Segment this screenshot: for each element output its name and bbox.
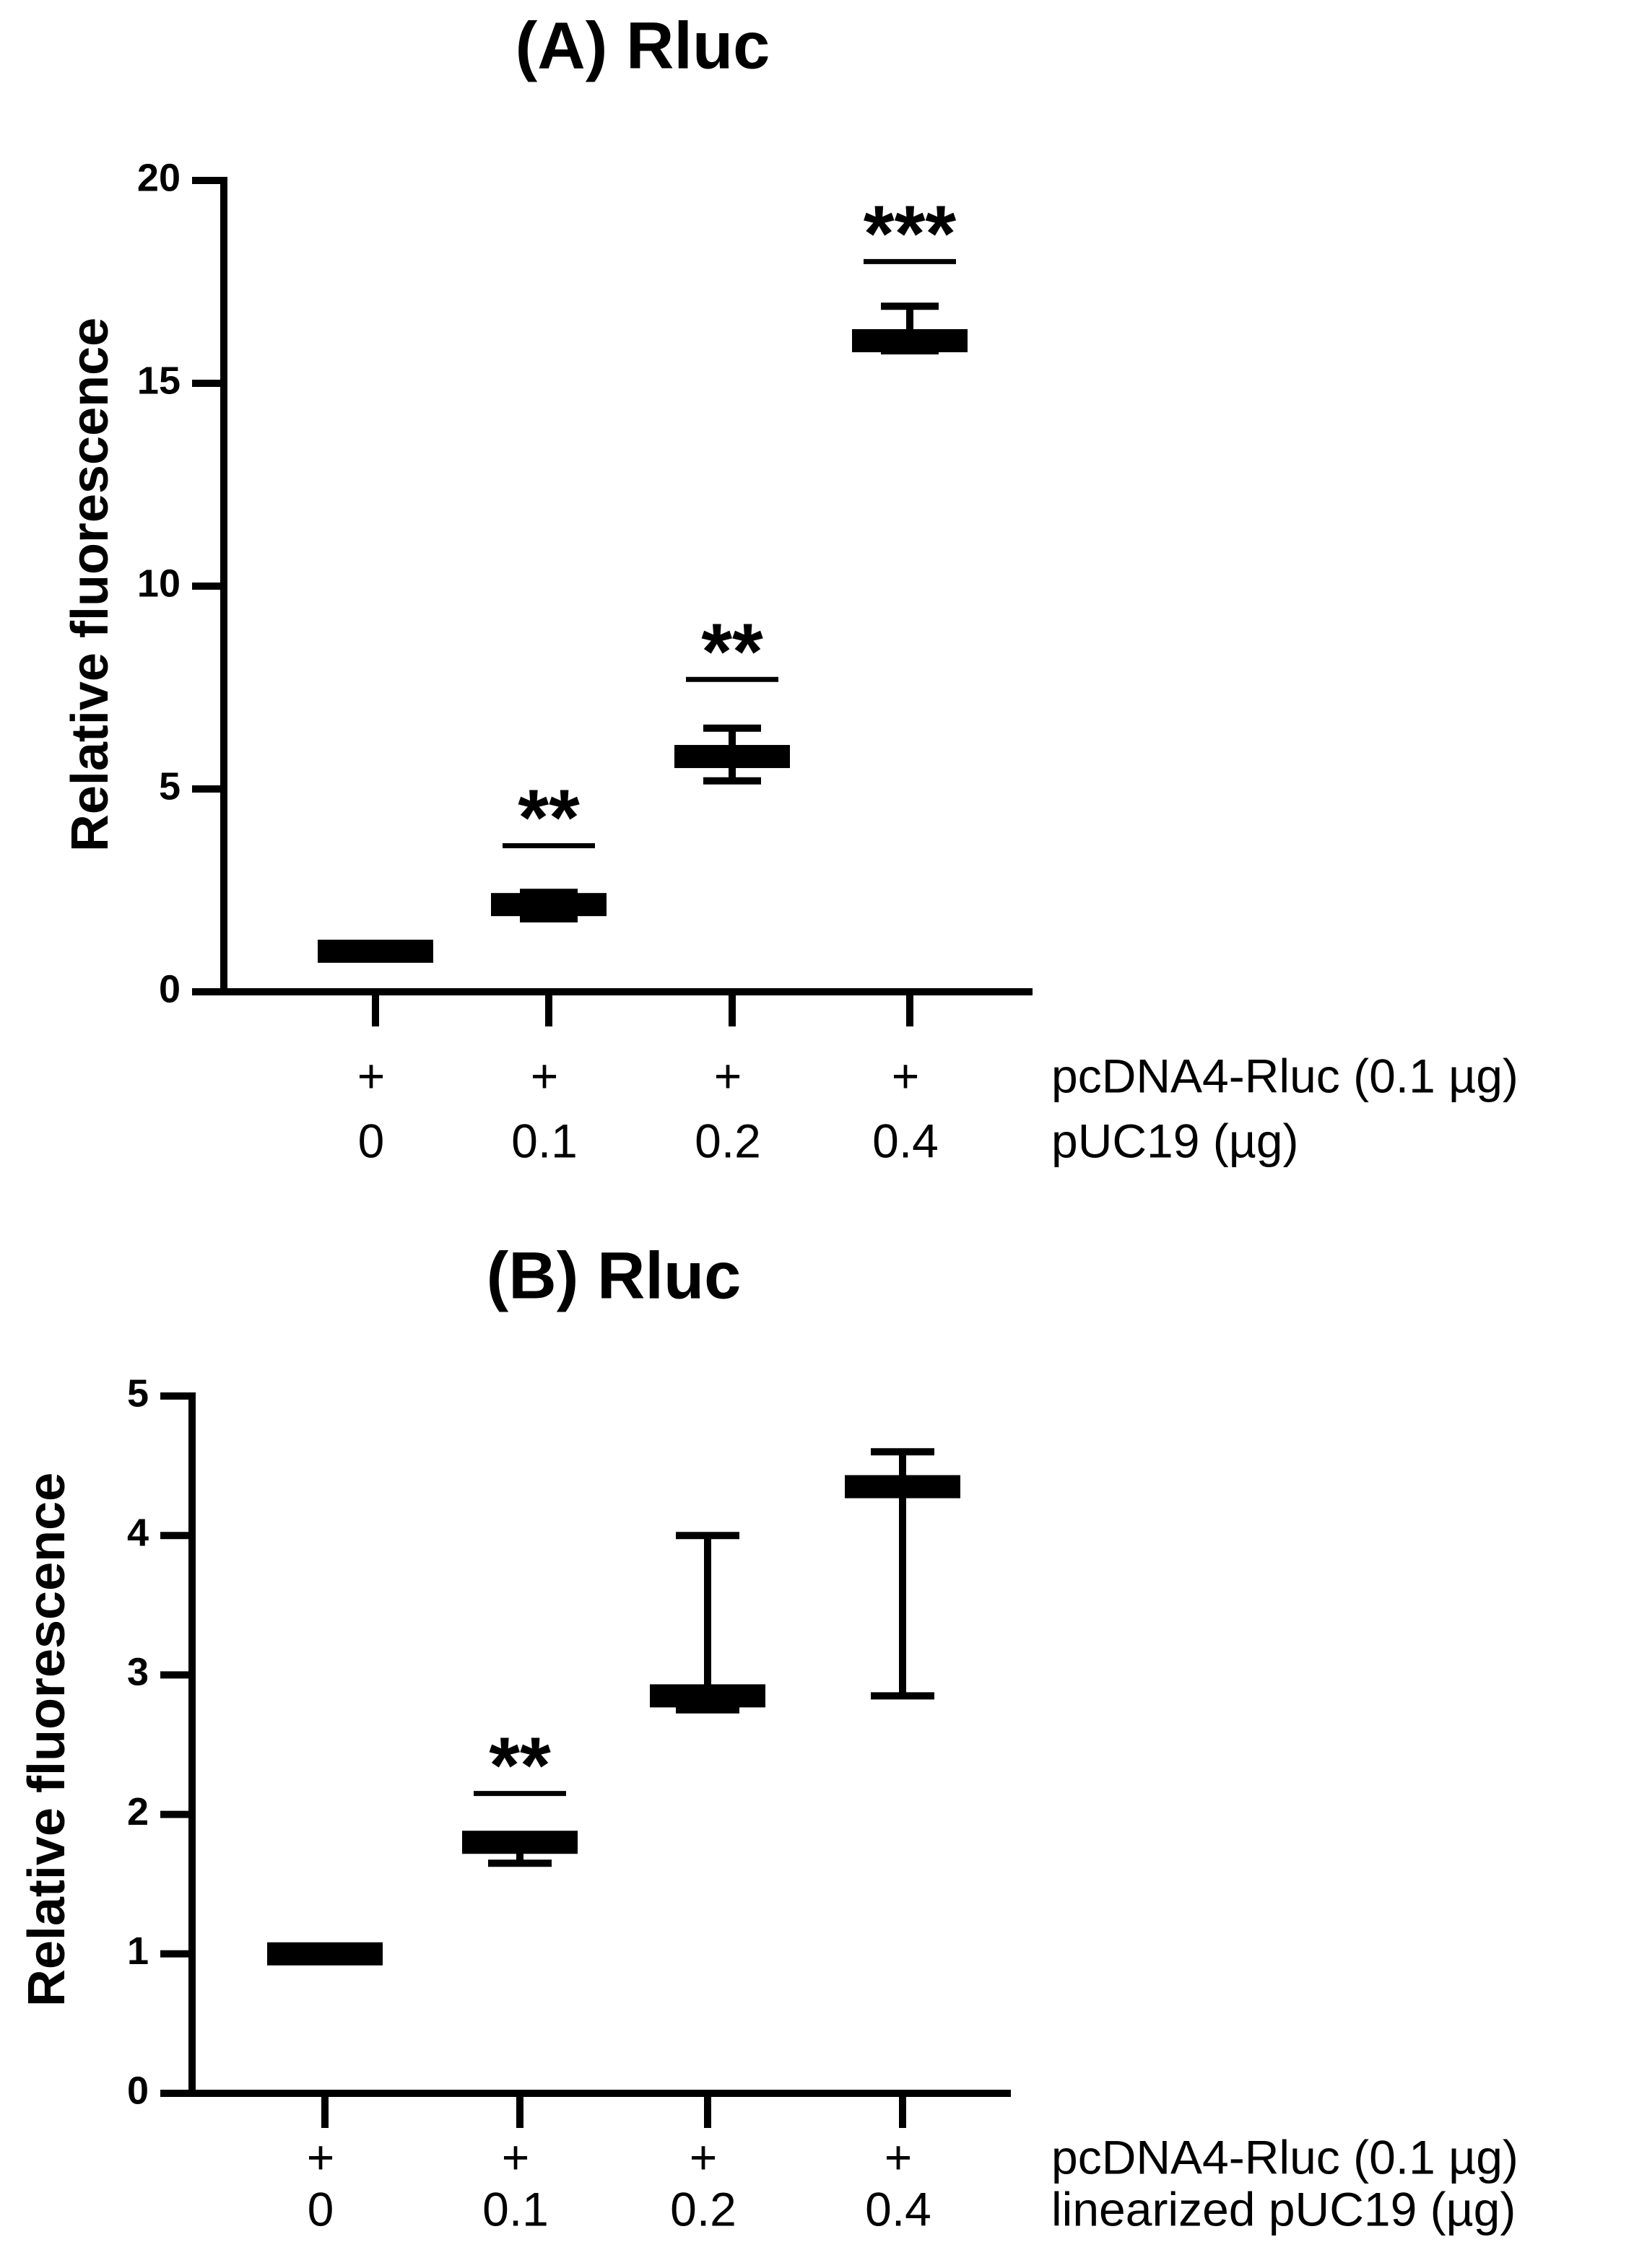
x-tick-label: 0.2 [695, 1114, 761, 1167]
significance-label: *** [864, 189, 957, 278]
y-tick-label: 0 [159, 967, 181, 1011]
plus-mark: + [892, 1049, 920, 1102]
x-tick-label: 0 [358, 1114, 385, 1167]
row-label: linearized pUC19 (µg) [1051, 2182, 1516, 2236]
y-tick-label: 5 [127, 1371, 149, 1415]
x-tick-label: 0.1 [482, 2182, 549, 2236]
plus-mark: + [885, 2130, 913, 2184]
row-label: pcDNA4-Rluc (0.1 µg) [1051, 2130, 1518, 2184]
significance-label: ** [518, 774, 580, 863]
mean-bar [845, 1475, 960, 1499]
chart-title: (A) Rluc [516, 9, 770, 82]
plus-mark: + [502, 2130, 530, 2184]
row-label: pcDNA4-Rluc (0.1 µg) [1051, 1049, 1518, 1102]
x-tick-label: 0.1 [511, 1114, 578, 1167]
plus-mark: + [714, 1049, 742, 1102]
y-tick-label: 2 [127, 1790, 149, 1833]
plus-mark: + [690, 2130, 718, 2184]
x-tick-label: 0.4 [865, 2182, 931, 2236]
y-tick-label: 5 [159, 764, 181, 808]
mean-bar [462, 1831, 578, 1854]
y-tick-label: 3 [127, 1651, 149, 1694]
x-tick-label: 0.2 [670, 2182, 736, 2236]
mean-bar [267, 1942, 383, 1966]
row-label: pUC19 (µg) [1051, 1114, 1298, 1167]
plus-mark: + [307, 2130, 335, 2184]
x-tick-label: 0.4 [872, 1114, 939, 1167]
mean-bar [650, 1684, 765, 1708]
y-tick-label: 4 [127, 1511, 149, 1554]
y-axis-label: Relative fluorescence [18, 1473, 76, 2007]
y-axis-label: Relative fluorescence [61, 318, 119, 852]
y-tick-label: 10 [137, 562, 181, 605]
mean-bar [491, 893, 607, 917]
x-tick-label: 0 [308, 2182, 334, 2236]
mean-bar [318, 939, 433, 963]
plus-mark: + [531, 1049, 559, 1102]
significance-label: ** [489, 1722, 551, 1810]
chart-title: (B) Rluc [487, 1239, 742, 1312]
y-tick-label: 20 [137, 156, 181, 199]
significance-label: ** [701, 607, 763, 696]
plus-mark: + [357, 1049, 386, 1102]
error-bar [676, 1532, 739, 1714]
y-tick-label: 0 [127, 2069, 149, 2112]
mean-bar [852, 328, 968, 352]
y-tick-label: 1 [127, 1929, 149, 1973]
y-tick-label: 15 [137, 359, 181, 402]
mean-bar [674, 745, 790, 769]
